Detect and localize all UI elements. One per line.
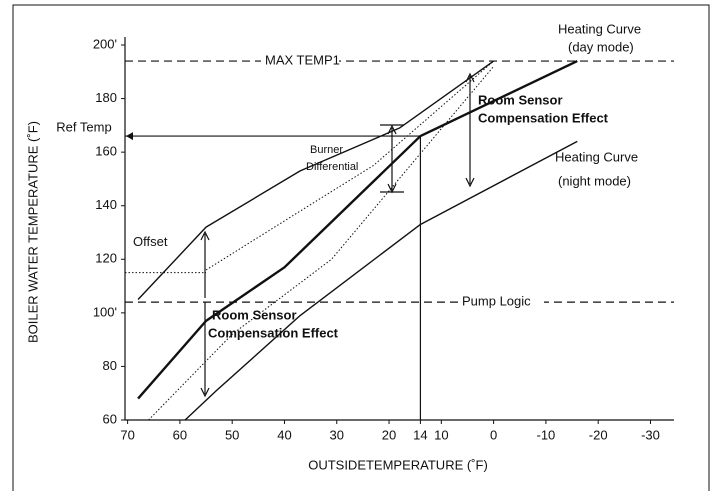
x-tick-label: 0 (490, 427, 497, 442)
y-tick-label: 100' (93, 304, 117, 319)
annotation: Compensation Effect (478, 110, 609, 125)
curve (205, 60, 494, 271)
frame (12, 4, 710, 491)
y-tick-label: 180 (95, 90, 117, 105)
curve (137, 60, 495, 300)
annotation: Burner (310, 144, 343, 156)
reference-label: Pump Logic (462, 294, 531, 309)
annotation: Room Sensor (478, 92, 563, 107)
y-tick-label: 60 (103, 411, 117, 426)
annotation: Differential (306, 161, 358, 173)
x-axis-label: OUTSIDETEMPERATURE (˚F) (308, 457, 488, 472)
x-tick-label: 50 (225, 427, 239, 442)
label-bg (261, 53, 339, 70)
annotation: Heating Curve (558, 21, 641, 36)
x-tick-label: 30 (330, 427, 344, 442)
y-axis-label: BOILER WATER TEMPERATURE (˚F) (25, 121, 40, 343)
arrow-head (126, 132, 133, 141)
annotation: Heating Curve (555, 149, 638, 164)
y-tick-label: 120 (95, 251, 117, 266)
curve (184, 140, 578, 421)
annotation: Room Sensor (212, 307, 297, 322)
x-tick-label: -20 (589, 427, 608, 442)
arrows (200, 72, 475, 398)
x-tick-label: 10 (434, 427, 448, 442)
x-tick-label: -10 (537, 427, 556, 442)
x-tick-label: -30 (641, 427, 660, 442)
y-tick-label: 160 (95, 144, 117, 159)
y-tick-label: 200' (93, 36, 117, 51)
reference-label: Offset (133, 234, 168, 249)
y-tick-label: 140 (95, 197, 117, 212)
reference-label: Ref Temp (56, 120, 111, 135)
annotation: Compensation Effect (208, 325, 339, 340)
label-bg (458, 294, 544, 311)
y-tick-label: 80 (103, 358, 117, 373)
x-tick-label: 40 (277, 427, 291, 442)
x-tick-label: 60 (173, 427, 187, 442)
x-tick-label: 70 (120, 427, 134, 442)
annotation: (day mode) (568, 39, 634, 54)
curve (137, 59, 578, 400)
x-tick-label: 20 (382, 427, 396, 442)
annotation: (night mode) (558, 173, 631, 188)
x-tick-label: 14 (413, 427, 427, 442)
reference-label: MAX TEMP1 (265, 53, 340, 68)
curve (148, 66, 494, 421)
